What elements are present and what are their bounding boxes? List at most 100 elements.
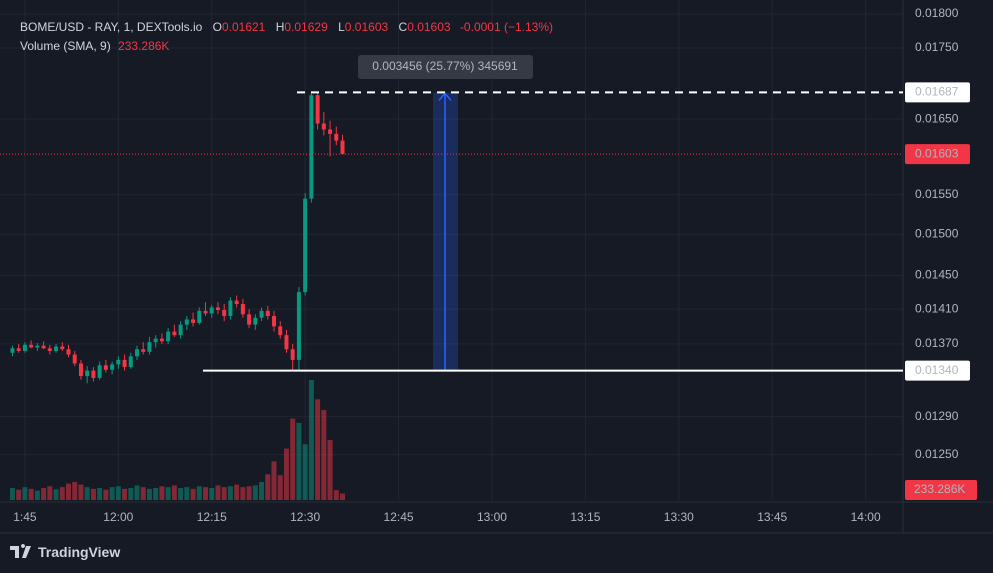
- candle-body: [309, 95, 314, 199]
- candle-body: [234, 300, 239, 304]
- brand[interactable]: TradingView: [10, 544, 120, 560]
- candle-body: [60, 346, 65, 350]
- x-tick-label: 12:30: [290, 510, 320, 524]
- volume-bar: [140, 487, 146, 500]
- volume-bar: [209, 488, 215, 500]
- ohlc-value: 0.01603: [407, 20, 451, 34]
- current-price-box: [905, 144, 970, 165]
- candle-body: [91, 370, 96, 378]
- volume-bar: [159, 486, 165, 500]
- volume-bar: [53, 489, 59, 500]
- volume-bar: [16, 489, 22, 500]
- candle-body: [259, 310, 264, 318]
- candle-body: [103, 365, 108, 370]
- volume-bar: [165, 487, 171, 500]
- candle-body: [321, 123, 326, 130]
- volume-bar: [252, 485, 258, 500]
- y-tick-label: 0.01450: [915, 267, 959, 281]
- measure-tooltip: 0.003456 (25.77%) 345691: [372, 59, 518, 73]
- volume-bar: [97, 488, 103, 500]
- volume-bar: [333, 490, 339, 500]
- candle-body: [66, 349, 71, 355]
- volume-sma-label: 233.286K: [914, 482, 965, 496]
- candle-body: [191, 319, 196, 323]
- candle-body: [303, 198, 308, 293]
- x-tick-label: 14:00: [851, 510, 881, 524]
- volume-title: Volume (SMA, 9): [20, 39, 111, 53]
- candle-body: [16, 348, 21, 351]
- candle-body: [22, 344, 27, 351]
- ohlc-value: 0.01603: [344, 20, 389, 34]
- candle-body: [197, 310, 202, 323]
- volume-bar: [315, 399, 321, 500]
- candle-body: [85, 370, 90, 377]
- candle-body: [296, 292, 301, 360]
- candle-body: [159, 338, 164, 342]
- y-tick-label: 0.01650: [915, 111, 959, 125]
- candle-body: [209, 307, 214, 314]
- volume-bar: [227, 486, 233, 500]
- candle-body: [315, 95, 320, 124]
- volume-bar: [265, 474, 271, 500]
- y-tick-label: 0.01750: [915, 40, 959, 54]
- volume-bar: [22, 487, 28, 500]
- x-tick-label: 12:00: [103, 510, 133, 524]
- candle-body: [290, 349, 295, 360]
- measure-tooltip-box: [358, 55, 533, 79]
- measure-price-box: [905, 82, 970, 103]
- x-tick-label: 13:00: [477, 510, 507, 524]
- candle-body: [35, 345, 40, 348]
- y-tick-label: 0.01550: [915, 187, 959, 201]
- volume-bar: [290, 418, 296, 500]
- volume-bar: [153, 488, 159, 500]
- volume-bar: [9, 488, 15, 500]
- volume-bar: [134, 485, 140, 500]
- volume-bar: [340, 493, 346, 500]
- volume-bar: [246, 486, 252, 500]
- symbol-title: BOME/USD - RAY, 1, DEXTools.io: [20, 20, 203, 34]
- candle-body: [122, 359, 127, 368]
- x-tick-label: 13:30: [664, 510, 694, 524]
- volume-bar: [277, 475, 283, 500]
- volume-bar: [28, 488, 34, 500]
- measure-arrowhead: [438, 92, 452, 101]
- volume-bar: [259, 482, 265, 500]
- volume-sma-box: [905, 480, 977, 501]
- volume-sma: 233.286K: [118, 39, 170, 53]
- candle-body: [10, 348, 15, 353]
- ohlc-key: L: [338, 20, 345, 34]
- volume-bar: [41, 488, 47, 500]
- volume-bar: [271, 461, 277, 500]
- measure-price-box: [905, 360, 970, 381]
- candle-body: [47, 348, 52, 351]
- volume-bar: [103, 489, 109, 500]
- volume-bar: [302, 444, 308, 500]
- candle-body: [29, 344, 34, 348]
- volume-header: Volume (SMA, 9) 233.286K: [20, 39, 169, 53]
- volume-bar: [34, 490, 40, 500]
- measure-price-label: 0.01687: [915, 85, 959, 99]
- candle-body: [222, 309, 227, 317]
- candle-body: [110, 364, 115, 370]
- candle-body: [278, 326, 283, 336]
- x-tick-label: 13:15: [570, 510, 600, 524]
- candle-body: [334, 133, 339, 141]
- current-price-label: 0.01603: [915, 146, 959, 160]
- volume-bar: [66, 483, 72, 500]
- volume-bar: [221, 487, 227, 500]
- measure-price-label: 0.01340: [915, 363, 959, 377]
- candle-body: [72, 354, 77, 364]
- candle-body: [203, 310, 208, 314]
- volume-bar: [72, 482, 78, 500]
- candle-body: [265, 310, 270, 317]
- volume-bar: [184, 487, 190, 500]
- volume-bar: [59, 487, 65, 500]
- volume-bar: [47, 486, 53, 500]
- volume-bar: [283, 448, 289, 500]
- candle-body: [215, 307, 220, 310]
- change: -0.0001 (−1.13%): [459, 20, 553, 34]
- x-tick-label: 13:45: [757, 510, 787, 524]
- volume-bar: [115, 486, 121, 500]
- y-tick-label: 0.01290: [915, 409, 959, 423]
